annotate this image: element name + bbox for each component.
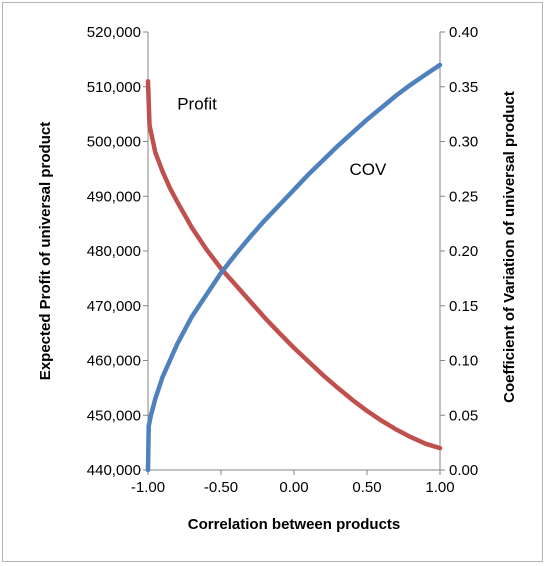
y-right-tick-label: 0.10 bbox=[449, 353, 478, 370]
axes bbox=[143, 31, 445, 475]
y-right-tick-label: 0.40 bbox=[449, 24, 478, 41]
annotation-label: Profit bbox=[177, 95, 217, 114]
annotation-label: COV bbox=[349, 160, 387, 179]
x-tick-label: 0.50 bbox=[352, 479, 381, 496]
x-axis-title: Correlation between products bbox=[188, 516, 401, 533]
cov-series-line bbox=[145, 62, 443, 473]
y-right-tick-label: 0.20 bbox=[449, 243, 478, 260]
y-left-tick-label: 480,000 bbox=[87, 243, 141, 260]
chart-frame bbox=[2, 2, 543, 562]
y-left-tick-label: 460,000 bbox=[87, 353, 141, 370]
y-left-tick-label: 510,000 bbox=[87, 79, 141, 96]
profit-series-line bbox=[145, 79, 443, 451]
series-layer bbox=[145, 62, 443, 473]
x-tick-label: 1.00 bbox=[425, 479, 454, 496]
x-tick-label: 0.00 bbox=[279, 479, 308, 496]
y-right-tick-label: 0.00 bbox=[449, 462, 478, 479]
y-right-tick-label: 0.05 bbox=[449, 407, 478, 424]
x-tick-label: -1.00 bbox=[131, 479, 165, 496]
y-left-tick-label: 470,000 bbox=[87, 298, 141, 315]
y-right-tick-label: 0.35 bbox=[449, 79, 478, 96]
y-right-tick-label: 0.30 bbox=[449, 134, 478, 151]
y-left-tick-label: 500,000 bbox=[87, 134, 141, 151]
y-axis-left-title: Expected Profit of universal product bbox=[37, 122, 54, 380]
y-right-tick-label: 0.15 bbox=[449, 298, 478, 315]
y-left-tick-label: 520,000 bbox=[87, 24, 141, 41]
y-right-tick-label: 0.25 bbox=[449, 188, 478, 205]
y-left-tick-label: 440,000 bbox=[87, 462, 141, 479]
y-left-tick-label: 450,000 bbox=[87, 407, 141, 424]
x-tick-label: -0.50 bbox=[204, 479, 238, 496]
y-left-tick-label: 490,000 bbox=[87, 188, 141, 205]
labels: 440,000 450,000 460,000 470,000 480,000 490,0… bbox=[37, 24, 518, 533]
y-axis-right-title: Coefficient of Variation of universal pr… bbox=[501, 91, 518, 403]
